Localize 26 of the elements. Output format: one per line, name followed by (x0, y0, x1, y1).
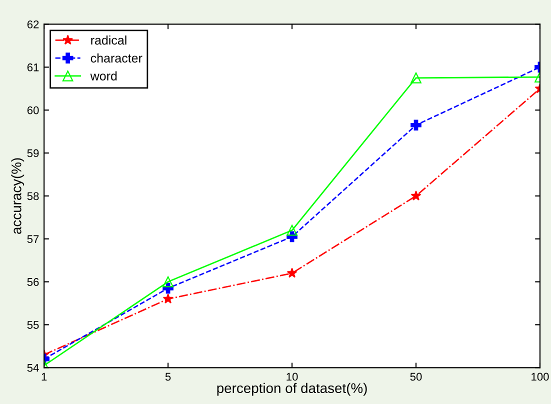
legend-label: radical (91, 35, 126, 45)
y-axis-title: accuracy(%) (11, 158, 24, 234)
point (162, 276, 174, 288)
x-axis-title: perception of dataset(%) (217, 382, 367, 396)
y-tick-label: 62 (27, 20, 39, 28)
x-tick-label: 100 (532, 372, 549, 381)
point (410, 120, 422, 131)
x-tick-label: 10 (286, 372, 298, 381)
y-tick-label: 58 (27, 192, 39, 200)
legend-label: character (90, 53, 142, 63)
point (286, 268, 298, 278)
legend-label: word (90, 71, 117, 80)
y-tick-label: 55 (27, 321, 39, 329)
y-tick-label: 56 (27, 278, 39, 286)
y-tick-label: 57 (27, 235, 39, 243)
point (410, 190, 422, 200)
x-tick-label: 1 (42, 372, 47, 381)
y-tick-label: 54 (27, 364, 39, 372)
point (162, 294, 174, 304)
y-tick-label: 61 (27, 63, 39, 72)
point (286, 224, 298, 236)
x-tick-label: 5 (165, 372, 171, 381)
x-tick-label: 50 (410, 372, 422, 381)
y-tick-label: 59 (27, 149, 39, 158)
y-tick-label: 60 (27, 106, 39, 114)
point (410, 72, 422, 84)
